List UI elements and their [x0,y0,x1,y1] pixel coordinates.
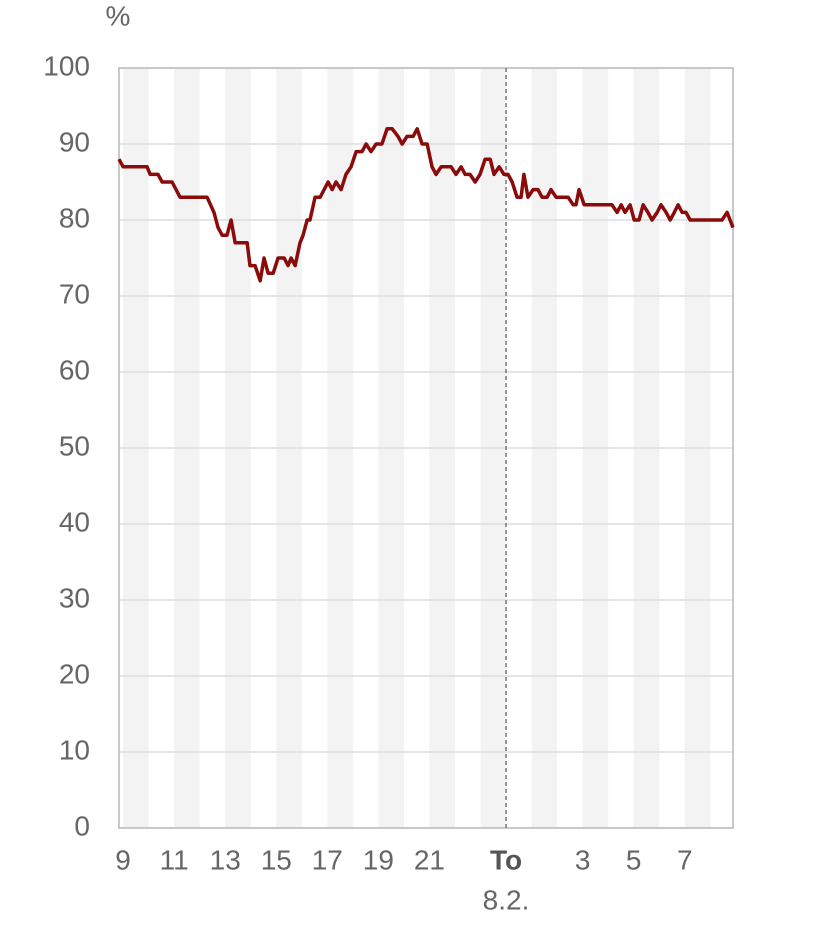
y-tick-label: 80 [59,202,90,233]
y-tick-label: 20 [59,658,90,689]
x-tick-label: 5 [626,844,642,875]
y-tick-label: 100 [43,50,90,81]
x-tick-label: 7 [677,844,693,875]
x-tick-label: 3 [575,844,591,875]
x-tick-label: 17 [312,844,343,875]
x-tick-label: 21 [414,844,445,875]
today-date: 8.2. [483,884,530,915]
y-tick-label: 10 [59,734,90,765]
y-tick-label: 0 [74,810,90,841]
y-tick-label: 60 [59,354,90,385]
line-series [117,127,735,283]
x-tick-label: To [490,844,522,875]
y-tick-label: 40 [59,506,90,537]
x-tick-label: 11 [160,844,189,875]
plot-frame [118,67,734,829]
x-tick-label: 19 [363,844,394,875]
x-tick-label: 15 [261,844,292,875]
y-tick-label: 30 [59,582,90,613]
y-unit-label: % [106,0,131,31]
y-tick-label: 50 [59,430,90,461]
y-tick-label: 70 [59,278,90,309]
x-tick-label: 9 [115,844,131,875]
x-tick-label: 13 [210,844,241,875]
y-tick-label: 90 [59,126,90,157]
